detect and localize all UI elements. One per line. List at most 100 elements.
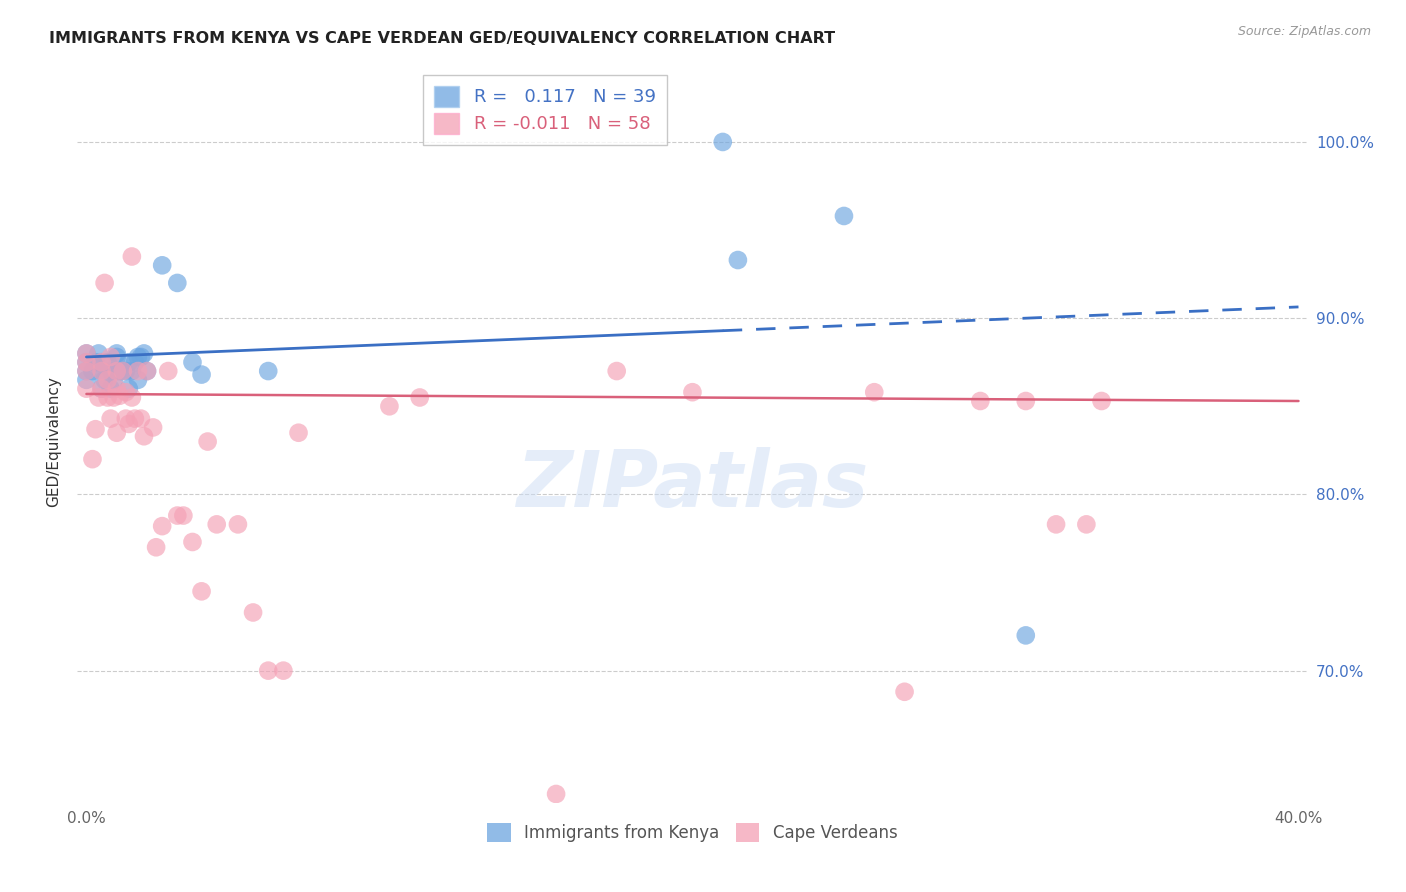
Point: [118, 382, 141, 396]
Point: [97, 373, 120, 387]
Point: [114, 385, 136, 400]
Point: [121, 391, 143, 405]
Point: [378, 399, 401, 413]
Point: [108, 389, 131, 403]
Point: [257, 364, 280, 378]
Point: [105, 425, 128, 440]
Point: [150, 519, 173, 533]
Point: [75, 355, 97, 369]
Point: [121, 364, 143, 378]
Point: [136, 364, 159, 378]
Point: [75, 382, 97, 396]
Point: [90, 364, 112, 378]
Point: [257, 664, 280, 678]
Point: [226, 517, 249, 532]
Point: [114, 364, 136, 378]
Point: [287, 425, 309, 440]
Point: [103, 373, 125, 387]
Point: [100, 382, 122, 396]
Point: [75, 364, 97, 378]
Point: [90, 355, 112, 369]
Point: [727, 253, 749, 268]
Point: [90, 382, 112, 396]
Point: [166, 276, 188, 290]
Point: [87, 391, 110, 405]
Point: [105, 364, 128, 378]
Point: [103, 391, 125, 405]
Point: [127, 364, 149, 378]
Point: [90, 364, 112, 378]
Point: [105, 346, 128, 360]
Point: [121, 250, 143, 264]
Point: [832, 209, 855, 223]
Point: [100, 364, 122, 378]
Point: [157, 364, 180, 378]
Point: [75, 364, 97, 378]
Point: [82, 364, 104, 378]
Point: [105, 364, 128, 378]
Point: [145, 541, 167, 555]
Point: [1090, 394, 1112, 409]
Legend: Immigrants from Kenya, Cape Verdeans: Immigrants from Kenya, Cape Verdeans: [481, 816, 904, 848]
Text: Source: ZipAtlas.com: Source: ZipAtlas.com: [1237, 25, 1371, 38]
Point: [127, 373, 149, 387]
Point: [409, 391, 432, 405]
Point: [190, 584, 212, 599]
Point: [93, 276, 115, 290]
Point: [127, 350, 149, 364]
Point: [969, 394, 991, 409]
Point: [711, 135, 734, 149]
Point: [1045, 517, 1067, 532]
Point: [105, 382, 128, 396]
Point: [90, 382, 112, 396]
Point: [682, 385, 704, 400]
Point: [84, 422, 107, 436]
Point: [75, 346, 97, 360]
Point: [93, 373, 115, 387]
Point: [90, 355, 112, 369]
Point: [136, 364, 159, 378]
Point: [197, 434, 219, 449]
Point: [105, 350, 128, 364]
Text: IMMIGRANTS FROM KENYA VS CAPE VERDEAN GED/EQUIVALENCY CORRELATION CHART: IMMIGRANTS FROM KENYA VS CAPE VERDEAN GE…: [49, 31, 835, 46]
Point: [118, 417, 141, 431]
Point: [205, 517, 228, 532]
Text: ZIPatlas: ZIPatlas: [516, 447, 869, 523]
Point: [190, 368, 212, 382]
Point: [75, 355, 97, 369]
Point: [166, 508, 188, 523]
Y-axis label: GED/Equivalency: GED/Equivalency: [46, 376, 62, 507]
Point: [181, 535, 204, 549]
Point: [97, 355, 120, 369]
Point: [1015, 394, 1038, 409]
Point: [75, 346, 97, 360]
Point: [84, 355, 107, 369]
Point: [132, 429, 155, 443]
Point: [129, 350, 152, 364]
Point: [1076, 517, 1098, 532]
Point: [893, 685, 915, 699]
Point: [100, 350, 122, 364]
Point: [181, 355, 204, 369]
Point: [75, 373, 97, 387]
Point: [124, 355, 146, 369]
Point: [172, 508, 194, 523]
Point: [129, 411, 152, 425]
Point: [124, 411, 146, 425]
Point: [114, 411, 136, 425]
Point: [82, 452, 104, 467]
Point: [100, 411, 122, 425]
Point: [97, 391, 120, 405]
Point: [150, 258, 173, 272]
Point: [108, 364, 131, 378]
Point: [111, 364, 134, 378]
Point: [546, 787, 568, 801]
Point: [242, 606, 264, 620]
Point: [142, 420, 165, 434]
Point: [1015, 628, 1038, 642]
Point: [132, 346, 155, 360]
Point: [111, 364, 134, 378]
Point: [863, 385, 886, 400]
Point: [606, 364, 628, 378]
Point: [118, 355, 141, 369]
